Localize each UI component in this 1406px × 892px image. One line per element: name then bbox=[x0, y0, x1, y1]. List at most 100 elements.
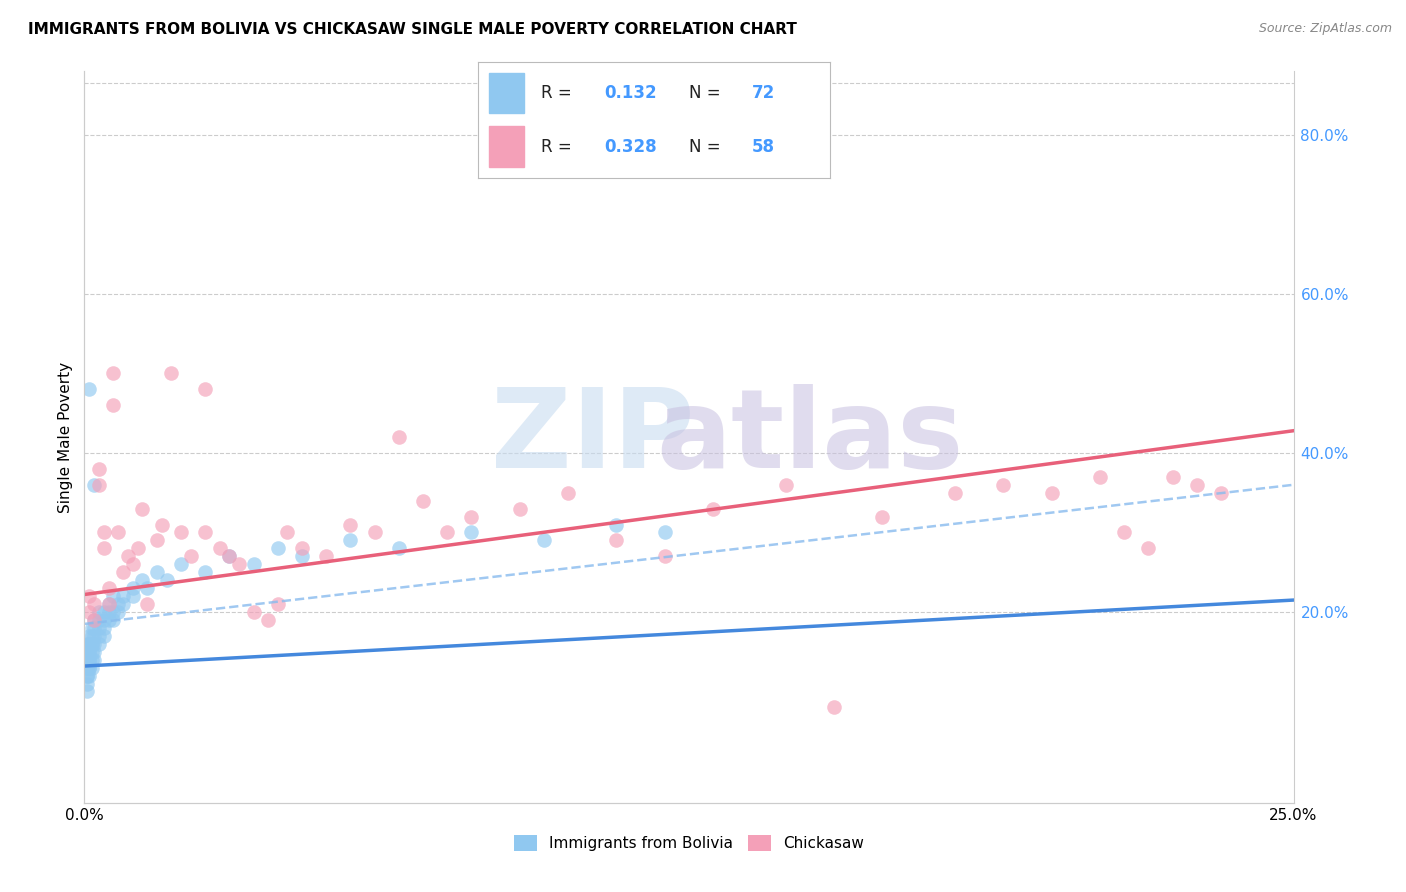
Point bbox=[76, 668, 98, 682]
Point bbox=[1185, 477, 1208, 491]
Point bbox=[83, 653, 105, 667]
Point bbox=[194, 525, 217, 540]
Point bbox=[533, 533, 555, 548]
Text: N =: N = bbox=[689, 137, 725, 155]
Point bbox=[557, 485, 579, 500]
Point bbox=[605, 533, 627, 548]
Point bbox=[121, 581, 143, 595]
Point bbox=[80, 637, 103, 651]
Point bbox=[339, 533, 361, 548]
Point bbox=[654, 549, 676, 564]
Point bbox=[87, 621, 110, 635]
Point bbox=[170, 558, 193, 572]
Point bbox=[87, 637, 110, 651]
Point bbox=[127, 541, 149, 556]
Point bbox=[131, 573, 153, 587]
Point bbox=[93, 629, 115, 643]
Point bbox=[80, 629, 103, 643]
Point bbox=[180, 549, 202, 564]
Text: atlas: atlas bbox=[657, 384, 963, 491]
Point bbox=[87, 605, 110, 619]
Point bbox=[83, 629, 105, 643]
Point bbox=[77, 660, 100, 674]
Point bbox=[80, 653, 103, 667]
Point bbox=[87, 613, 110, 627]
Point bbox=[83, 477, 105, 491]
Point bbox=[77, 668, 100, 682]
Point bbox=[76, 676, 98, 690]
Point bbox=[112, 589, 135, 603]
Point bbox=[80, 660, 103, 674]
Point bbox=[170, 525, 193, 540]
Point bbox=[943, 485, 966, 500]
Point bbox=[1209, 485, 1232, 500]
Point bbox=[218, 549, 240, 564]
Point bbox=[136, 581, 159, 595]
Bar bbox=[489, 126, 524, 167]
Point bbox=[146, 566, 169, 580]
Point bbox=[83, 613, 105, 627]
Point bbox=[1114, 525, 1136, 540]
Point bbox=[257, 613, 280, 627]
Point bbox=[823, 700, 845, 714]
Point bbox=[267, 541, 290, 556]
Point bbox=[107, 525, 129, 540]
Text: 0.328: 0.328 bbox=[605, 137, 657, 155]
Point bbox=[117, 549, 139, 564]
Point bbox=[76, 660, 98, 674]
Point bbox=[218, 549, 240, 564]
Point bbox=[93, 541, 115, 556]
Point bbox=[93, 613, 115, 627]
Point bbox=[242, 605, 264, 619]
Text: Source: ZipAtlas.com: Source: ZipAtlas.com bbox=[1258, 22, 1392, 36]
Point bbox=[654, 525, 676, 540]
Point bbox=[775, 477, 797, 491]
Point bbox=[1040, 485, 1063, 500]
Point bbox=[77, 645, 100, 659]
Text: 58: 58 bbox=[752, 137, 775, 155]
Point bbox=[267, 597, 290, 611]
Point bbox=[83, 597, 105, 611]
Legend: Immigrants from Bolivia, Chickasaw: Immigrants from Bolivia, Chickasaw bbox=[508, 830, 870, 857]
Point bbox=[146, 533, 169, 548]
Point bbox=[194, 383, 217, 397]
Point bbox=[315, 549, 337, 564]
Point bbox=[76, 653, 98, 667]
Point bbox=[276, 525, 298, 540]
Point bbox=[76, 653, 98, 667]
Text: 72: 72 bbox=[752, 84, 776, 103]
Point bbox=[412, 493, 434, 508]
Point bbox=[194, 566, 217, 580]
Point bbox=[107, 597, 129, 611]
Point bbox=[993, 477, 1015, 491]
Point bbox=[112, 597, 135, 611]
Point bbox=[1137, 541, 1160, 556]
Point bbox=[77, 660, 100, 674]
Text: N =: N = bbox=[689, 84, 725, 103]
Point bbox=[103, 398, 125, 412]
Point bbox=[136, 597, 159, 611]
Point bbox=[80, 645, 103, 659]
Point bbox=[702, 501, 724, 516]
Point bbox=[291, 541, 314, 556]
Point bbox=[605, 517, 627, 532]
Point bbox=[1161, 470, 1184, 484]
Point bbox=[388, 430, 411, 444]
Point bbox=[1088, 470, 1111, 484]
Point bbox=[242, 558, 264, 572]
Point bbox=[160, 367, 183, 381]
Point bbox=[97, 597, 120, 611]
Point bbox=[460, 525, 482, 540]
Point bbox=[436, 525, 458, 540]
Text: R =: R = bbox=[541, 137, 578, 155]
Point bbox=[363, 525, 385, 540]
Point bbox=[155, 573, 177, 587]
Point bbox=[103, 605, 125, 619]
Point bbox=[83, 621, 105, 635]
Point bbox=[112, 566, 135, 580]
Point bbox=[388, 541, 411, 556]
Point bbox=[83, 645, 105, 659]
Point bbox=[77, 653, 100, 667]
Point bbox=[93, 525, 115, 540]
Point bbox=[97, 597, 120, 611]
